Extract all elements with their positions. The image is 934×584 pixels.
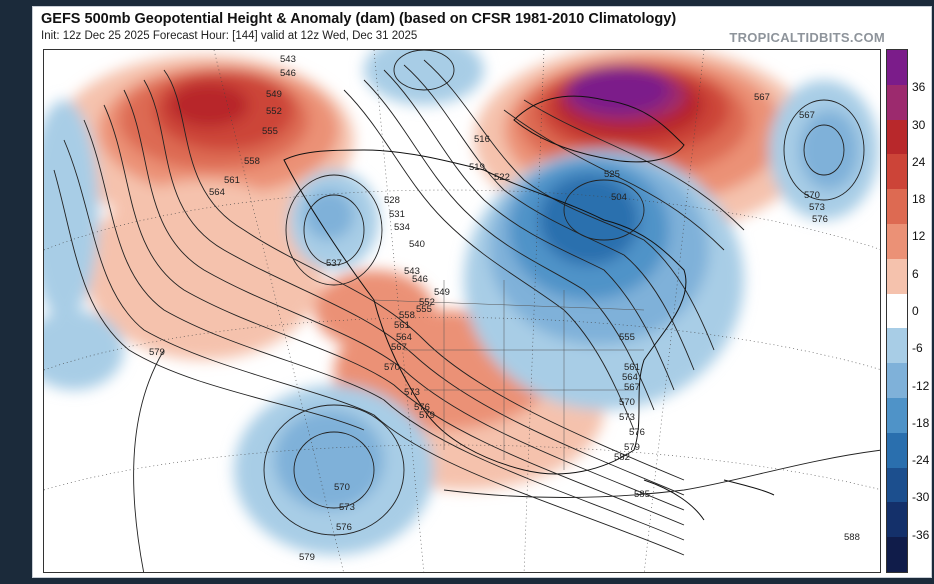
colorbar-tick-label: 24 xyxy=(912,154,926,169)
anomaly-shading xyxy=(44,50,879,555)
contour-label: 579 xyxy=(299,552,315,563)
map-svg: 5435465495525555585615645675675705735765… xyxy=(44,50,880,572)
colorbar-segment xyxy=(887,363,907,399)
contour-label: 573 xyxy=(404,387,420,398)
contour-label: 555 xyxy=(262,126,278,137)
contour-label: 567 xyxy=(624,382,640,393)
colorbar-tick-label: 36 xyxy=(912,80,926,95)
contour-label: 519 xyxy=(469,162,485,173)
contour-label: 546 xyxy=(280,68,296,79)
contour-label: 522 xyxy=(494,172,510,183)
contour-label: 573 xyxy=(339,502,355,513)
colorbar-tick-label: -24 xyxy=(912,453,930,468)
map-panel: 543 546 549 552 555 558 561 564 567 567 570 573 576 5… xyxy=(43,49,881,573)
contour-label: 552 xyxy=(266,106,282,117)
contour-label: 555 xyxy=(619,332,635,343)
colorbar-tick-label: -6 xyxy=(912,341,923,356)
contour-label: 570 xyxy=(804,190,820,201)
contour-label: 570 xyxy=(384,362,400,373)
contour-label: 540 xyxy=(409,239,425,250)
contour-label: 579 xyxy=(149,347,165,358)
contour-label: 525 xyxy=(604,169,620,180)
contour-label: 558 xyxy=(244,156,260,167)
colorbar-tick-label: 12 xyxy=(912,229,926,244)
contour-label: 567 xyxy=(391,342,407,353)
colorbar-tick-label: 6 xyxy=(912,266,919,281)
brand-watermark: TROPICALTIDBITS.COM xyxy=(729,30,885,45)
contour-label: 570 xyxy=(619,397,635,408)
lat-lon-grid xyxy=(44,50,880,572)
contour-label: 516 xyxy=(474,134,490,145)
contour-label: 585 xyxy=(634,489,650,500)
colorbar-segment xyxy=(887,189,907,225)
colorbar-tick-label: -30 xyxy=(912,490,930,505)
contour-label: 543 xyxy=(404,266,420,277)
contour-labels: 5435465495525555585615645675675705735765… xyxy=(149,54,860,563)
colorbar-segment xyxy=(887,432,907,469)
colorbar-segment xyxy=(887,537,907,573)
contour-label: 576 xyxy=(812,214,828,225)
colorbar-segment xyxy=(887,258,907,295)
colorbar-segment xyxy=(887,84,907,121)
contour-label: 558 xyxy=(399,310,415,321)
contour-label: 576 xyxy=(414,402,430,413)
contour-label: 555 xyxy=(416,304,432,315)
contour-label: 561 xyxy=(624,362,640,373)
political-borders xyxy=(373,280,645,470)
contour-label: 564 xyxy=(209,187,225,198)
colorbar-segment xyxy=(887,154,907,190)
colorbar-segment xyxy=(887,224,907,260)
contour-label: 561 xyxy=(224,175,240,186)
contour-label: 567 xyxy=(799,110,815,121)
contour-label: 549 xyxy=(266,89,282,100)
height-contours xyxy=(53,50,880,572)
colorbar-tick-label: -18 xyxy=(912,415,930,430)
contour-label: 564 xyxy=(396,332,412,343)
contour-label: 561 xyxy=(394,320,410,331)
colorbar-tick-label: 30 xyxy=(912,117,926,132)
contour-label: 546 xyxy=(412,274,428,285)
colorbar-segment xyxy=(887,328,907,364)
contour-label: 588 xyxy=(844,532,860,543)
contour-label: 576 xyxy=(629,427,645,438)
contour-label: 534 xyxy=(394,222,410,233)
contour-label: 564 xyxy=(622,372,638,383)
contour-label: 573 xyxy=(809,202,825,213)
colorbar-segment xyxy=(887,293,907,329)
colorbar-tick-label: 18 xyxy=(912,192,926,207)
contour-label: 543 xyxy=(280,54,296,65)
chart-frame: GEFS 500mb Geopotential Height & Anomaly… xyxy=(32,6,932,578)
colorbar-segment xyxy=(887,119,907,155)
coastlines xyxy=(283,95,775,521)
contour-label: 570 xyxy=(334,482,350,493)
run-info: Init: 12z Dec 25 2025 Forecast Hour: [14… xyxy=(41,30,418,42)
contour-label: 579 xyxy=(419,410,435,421)
contour-label: 576 xyxy=(336,522,352,533)
contour-label: 537 xyxy=(326,258,342,269)
colorbar-segment xyxy=(887,502,907,538)
colorbar-segment xyxy=(887,50,907,86)
colorbar-tick-label: 0 xyxy=(912,304,919,318)
contour-label: 528 xyxy=(384,195,400,206)
colorbar xyxy=(886,49,908,573)
contour-label: 504 xyxy=(611,192,627,203)
contour-label: 573 xyxy=(619,412,635,423)
contour-label: 582 xyxy=(614,452,630,463)
colorbar-tick-label: -36 xyxy=(912,527,930,542)
colorbar-segment xyxy=(887,467,907,503)
contour-label: 552 xyxy=(419,297,435,308)
contour-label: 549 xyxy=(434,287,450,298)
colorbar-segment xyxy=(887,398,907,434)
contour-label: 567 xyxy=(754,92,770,103)
colorbar-tick-label: -12 xyxy=(912,378,930,393)
contour-label: 531 xyxy=(389,209,405,220)
contour-label: 579 xyxy=(624,442,640,453)
page-title: GEFS 500mb Geopotential Height & Anomaly… xyxy=(41,11,677,27)
